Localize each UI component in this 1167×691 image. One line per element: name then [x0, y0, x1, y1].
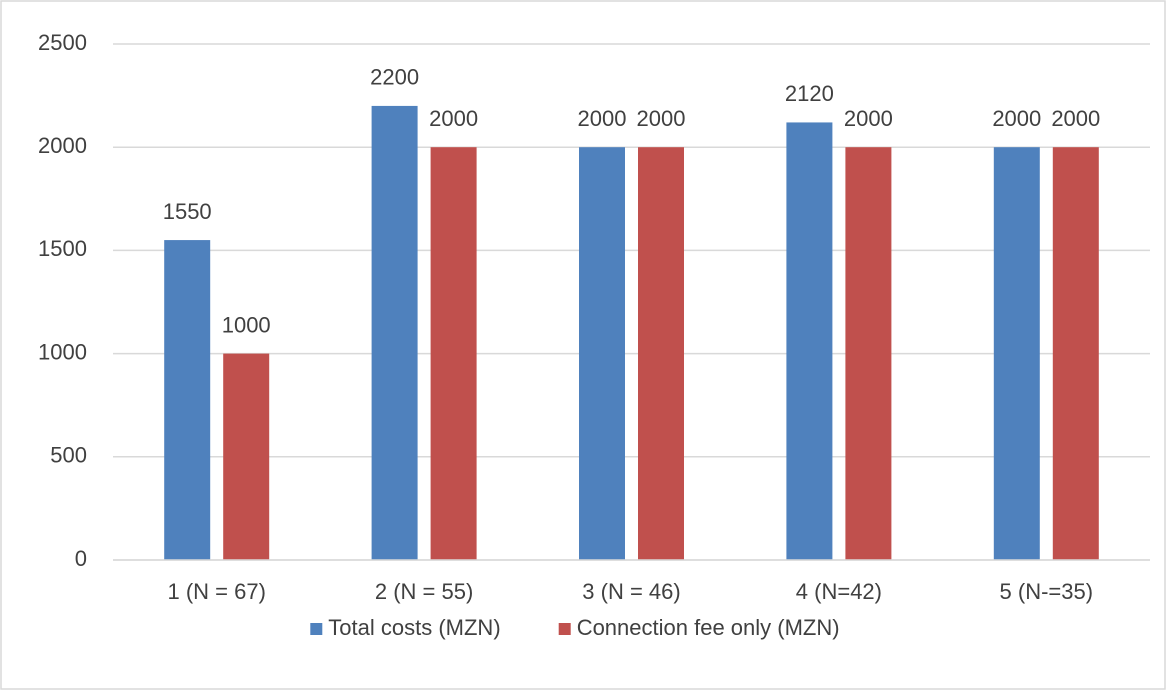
bar	[164, 240, 211, 560]
y-tick-label: 500	[50, 443, 87, 468]
bar	[371, 105, 418, 561]
x-tick-label: 2 (N = 55)	[375, 579, 473, 604]
bar	[223, 353, 270, 560]
data-label: 2000	[1051, 106, 1100, 131]
data-label: 2000	[429, 106, 478, 131]
legend-label: Connection fee only (MZN)	[577, 615, 840, 640]
legend-swatch	[558, 623, 571, 635]
bar	[993, 147, 1040, 560]
bar	[1052, 147, 1099, 560]
y-tick-label: 2000	[38, 133, 87, 158]
bar	[430, 147, 477, 560]
bar	[845, 147, 892, 560]
data-label: 2200	[370, 65, 419, 90]
bar	[786, 122, 833, 560]
legend-label: Total costs (MZN)	[328, 615, 500, 640]
data-label: 1550	[163, 199, 212, 224]
data-label: 2000	[992, 106, 1041, 131]
y-tick-label: 1500	[38, 236, 87, 261]
y-tick-label: 0	[75, 546, 87, 571]
data-label: 2120	[785, 81, 834, 106]
x-tick-label: 1 (N = 67)	[167, 579, 265, 604]
data-label: 2000	[578, 106, 627, 131]
y-tick-label: 1000	[38, 339, 87, 364]
x-tick-label: 3 (N = 46)	[582, 579, 680, 604]
x-tick-label: 4 (N=42)	[796, 579, 882, 604]
y-tick-label: 2500	[38, 30, 87, 55]
data-label: 2000	[844, 106, 893, 131]
bar	[638, 147, 684, 560]
data-label: 2000	[637, 106, 686, 131]
x-tick-label: 5 (N-=35)	[1000, 579, 1094, 604]
data-label: 1000	[222, 312, 271, 337]
bar	[579, 147, 625, 560]
legend-swatch	[310, 623, 323, 635]
